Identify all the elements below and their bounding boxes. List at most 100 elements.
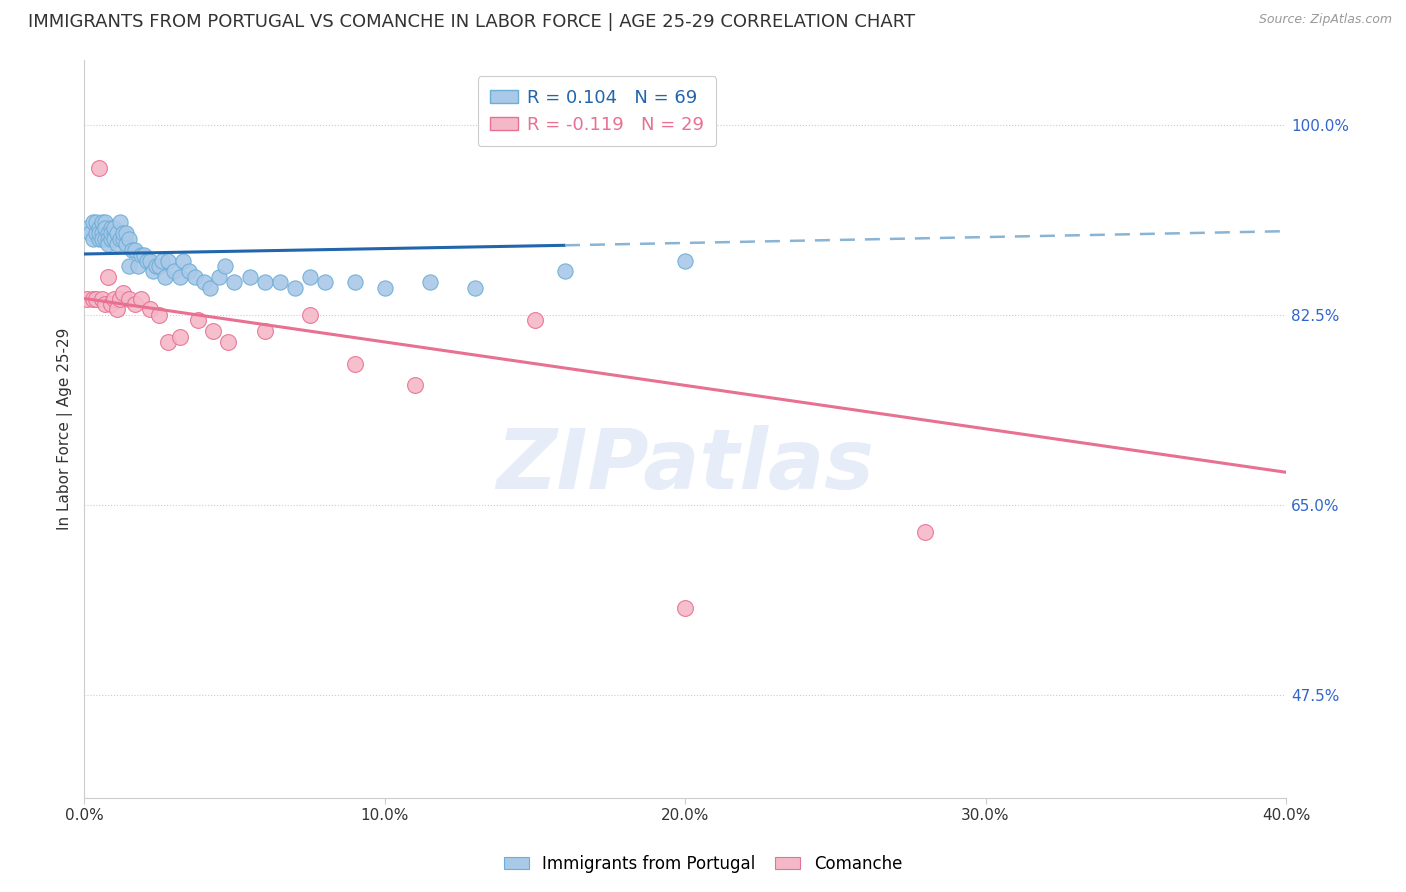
Point — [103, 292, 125, 306]
Point — [112, 286, 135, 301]
Point — [208, 269, 231, 284]
Point — [218, 334, 240, 349]
Point — [91, 292, 114, 306]
Y-axis label: In Labor Force | Age 25-29: In Labor Force | Age 25-29 — [58, 327, 73, 530]
Text: ZIPatlas: ZIPatlas — [496, 425, 875, 507]
Point — [193, 275, 215, 289]
Point — [79, 227, 101, 241]
Point — [112, 227, 135, 241]
Text: Source: ZipAtlas.com: Source: ZipAtlas.com — [1258, 13, 1392, 27]
Legend: R = 0.104   N = 69, R = -0.119   N = 29: R = 0.104 N = 69, R = -0.119 N = 29 — [478, 76, 716, 146]
Point — [84, 227, 107, 241]
Point — [94, 221, 117, 235]
Point — [76, 292, 98, 306]
Point — [419, 275, 441, 289]
Point — [118, 292, 141, 306]
Point — [343, 357, 366, 371]
Point — [673, 601, 696, 615]
Point — [523, 313, 546, 327]
Point — [97, 227, 120, 241]
Point — [343, 275, 366, 289]
Point — [103, 221, 125, 235]
Point — [100, 227, 122, 241]
Point — [224, 275, 246, 289]
Point — [136, 253, 159, 268]
Point — [187, 313, 209, 327]
Point — [238, 269, 260, 284]
Point — [110, 292, 132, 306]
Point — [115, 227, 138, 241]
Point — [94, 232, 117, 246]
Point — [100, 221, 122, 235]
Point — [100, 297, 122, 311]
Point — [145, 259, 167, 273]
Point — [94, 297, 117, 311]
Point — [202, 324, 225, 338]
Point — [91, 227, 114, 241]
Point — [82, 232, 104, 246]
Point — [131, 248, 153, 262]
Point — [179, 264, 201, 278]
Point — [139, 302, 162, 317]
Point — [131, 292, 153, 306]
Point — [374, 280, 396, 294]
Point — [89, 227, 111, 241]
Point — [105, 227, 128, 241]
Point — [115, 237, 138, 252]
Point — [200, 280, 222, 294]
Point — [404, 378, 426, 392]
Point — [169, 269, 191, 284]
Point — [105, 302, 128, 317]
Point — [554, 264, 576, 278]
Point — [97, 237, 120, 252]
Point — [121, 243, 143, 257]
Point — [112, 232, 135, 246]
Point — [94, 215, 117, 229]
Point — [118, 232, 141, 246]
Point — [89, 161, 111, 176]
Point — [89, 232, 111, 246]
Point — [100, 232, 122, 246]
Point — [82, 215, 104, 229]
Point — [298, 269, 321, 284]
Point — [155, 269, 177, 284]
Point — [110, 215, 132, 229]
Point — [97, 269, 120, 284]
Point — [91, 215, 114, 229]
Point — [97, 232, 120, 246]
Point — [105, 237, 128, 252]
Point — [253, 275, 276, 289]
Point — [464, 280, 486, 294]
Point — [148, 259, 170, 273]
Point — [110, 232, 132, 246]
Point — [103, 227, 125, 241]
Point — [152, 253, 174, 268]
Text: IMMIGRANTS FROM PORTUGAL VS COMANCHE IN LABOR FORCE | AGE 25-29 CORRELATION CHAR: IMMIGRANTS FROM PORTUGAL VS COMANCHE IN … — [28, 13, 915, 31]
Point — [76, 221, 98, 235]
Point — [142, 264, 165, 278]
Point — [134, 248, 156, 262]
Point — [124, 243, 146, 257]
Point — [214, 259, 236, 273]
Point — [172, 253, 194, 268]
Point — [91, 232, 114, 246]
Point — [148, 308, 170, 322]
Point — [163, 264, 186, 278]
Point — [673, 253, 696, 268]
Point — [82, 292, 104, 306]
Point — [269, 275, 291, 289]
Point — [253, 324, 276, 338]
Legend: Immigrants from Portugal, Comanche: Immigrants from Portugal, Comanche — [498, 848, 908, 880]
Point — [298, 308, 321, 322]
Point — [914, 524, 936, 539]
Point — [157, 253, 180, 268]
Point — [127, 259, 149, 273]
Point — [118, 259, 141, 273]
Point — [89, 221, 111, 235]
Point — [84, 215, 107, 229]
Point — [184, 269, 207, 284]
Point — [314, 275, 336, 289]
Point — [157, 334, 180, 349]
Point — [103, 232, 125, 246]
Point — [169, 329, 191, 343]
